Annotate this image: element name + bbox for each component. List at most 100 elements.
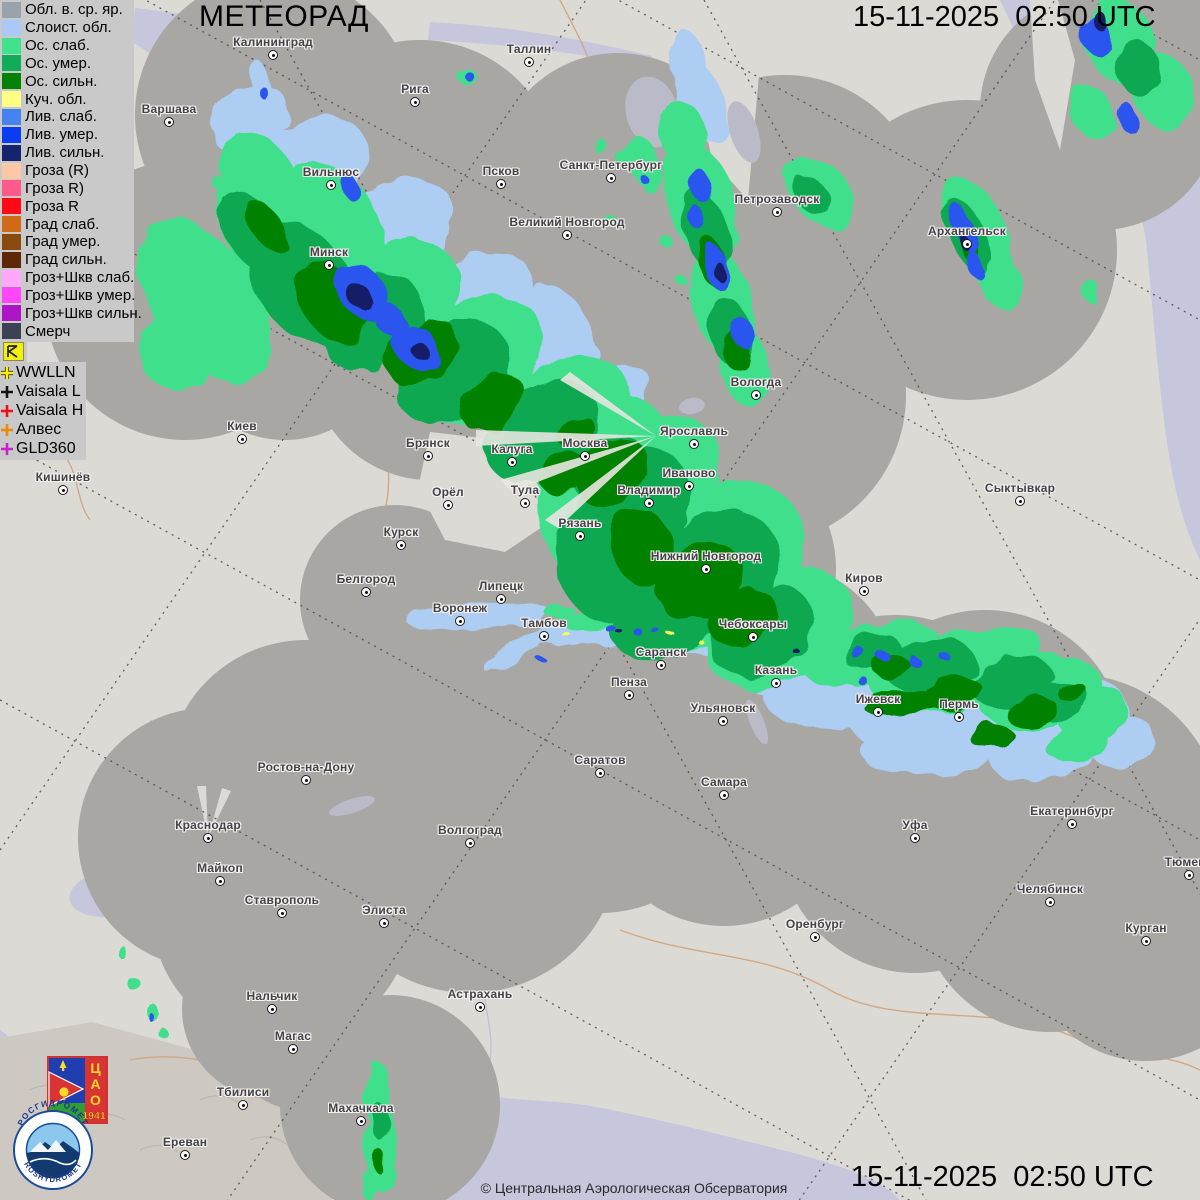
lightning-source-label: GLD360 — [16, 439, 76, 457]
city-marker — [962, 239, 972, 249]
lightning-source-label: WWLLN — [16, 364, 76, 382]
lightning-cross-icon — [1, 404, 13, 417]
lightning-cross-icon — [1, 423, 13, 436]
city-label: Калининград — [233, 35, 313, 49]
city-label: Чебоксары — [718, 617, 788, 631]
city-label: Пенза — [610, 675, 648, 689]
city-label: Иваново — [662, 466, 716, 480]
legend-swatch — [2, 305, 21, 322]
legend-item: Ос. сильн. — [0, 72, 134, 90]
city-label: Владимир — [617, 483, 681, 497]
lightning-cross-icon — [1, 442, 13, 455]
city-marker — [301, 775, 311, 785]
legend-item: Куч. обл. — [0, 90, 134, 108]
city-marker — [520, 498, 530, 508]
city-label: Рязань — [558, 516, 602, 530]
city-marker — [238, 1100, 248, 1110]
city-label: Таллин — [506, 42, 552, 56]
city-label: Вильнюс — [302, 165, 360, 179]
legend-swatch — [2, 233, 21, 250]
city-marker — [689, 439, 699, 449]
legend-label: Ос. слаб. — [25, 37, 90, 55]
city-marker — [575, 531, 585, 541]
city-label: Магас — [274, 1029, 312, 1043]
city-label: Брянск — [406, 436, 450, 450]
city-marker — [379, 918, 389, 928]
timestamp-top: 15-11-2025 02:50 UTC — [853, 1, 1156, 33]
legend-item: Гроз+Шкв сильн. — [0, 304, 142, 322]
city-label: Тамбов — [521, 616, 567, 630]
city-marker — [443, 500, 453, 510]
city-label: Воронеж — [432, 601, 488, 615]
city-marker — [326, 180, 336, 190]
roshydromet-roundel: РОСГИДРОМЕТ ROSHYDROMET — [13, 1099, 93, 1190]
lightning-source-item: Vaisala H — [0, 402, 86, 421]
city-label: Элиста — [362, 903, 406, 917]
tornado-symbol-icon — [3, 342, 24, 361]
svg-text:А: А — [90, 1076, 100, 1092]
city-label: Курган — [1125, 921, 1167, 935]
city-marker — [496, 179, 506, 189]
legend-swatch — [2, 37, 21, 54]
city-label: Ульяновск — [690, 701, 756, 715]
legend-label: Гроз+Шкв слаб. — [25, 269, 135, 287]
city-marker — [954, 712, 964, 722]
city-marker — [718, 716, 728, 726]
city-label: Белгород — [336, 572, 396, 586]
city-label: Ижевск — [855, 692, 901, 706]
legend-item: Гроз+Шкв умер. — [0, 287, 135, 305]
legend-label: Ос. умер. — [25, 54, 91, 72]
legend-item: Ос. слаб. — [0, 37, 134, 55]
legend-label: Лив. умер. — [25, 126, 99, 144]
city-marker — [1015, 496, 1025, 506]
city-marker — [361, 587, 371, 597]
city-marker — [719, 790, 729, 800]
tornado-legend-item — [0, 341, 27, 362]
city-marker — [751, 390, 761, 400]
city-label: Курск — [383, 525, 419, 539]
lightning-source-label: Алвес — [16, 420, 62, 438]
city-marker — [595, 768, 605, 778]
city-marker — [606, 173, 616, 183]
city-marker — [455, 616, 465, 626]
legend-item: Град сильн. — [0, 251, 134, 269]
legend-label: Лив. слаб. — [25, 108, 97, 126]
city-label: Тула — [510, 483, 540, 497]
lightning-source-item: Vaisala L — [0, 383, 86, 402]
legend-label: Гроза (R) — [25, 162, 90, 180]
city-label: Пермь — [939, 697, 979, 711]
city-marker — [644, 498, 654, 508]
legend-item: Лив. умер. — [0, 126, 134, 144]
city-marker — [624, 690, 634, 700]
legend-swatch — [2, 19, 21, 36]
legend-swatch — [2, 251, 21, 268]
city-marker — [465, 838, 475, 848]
city-marker — [356, 1116, 366, 1126]
lightning-legend-panel: WWLLN Vaisala L Vaisala H Алвес GLD360 — [0, 362, 86, 460]
legend-swatch — [2, 162, 21, 179]
legend-label: Слоист. обл. — [25, 19, 112, 37]
legend-swatch — [2, 180, 21, 197]
legend-item: Смерч — [0, 322, 134, 340]
city-label: Ростов-на-Дону — [257, 760, 355, 774]
legend-panel: Обл. в. ср. яр. Слоист. обл. Ос. слаб. Ос. … — [0, 0, 142, 343]
legend-item: Обл. в. ср. яр. — [0, 1, 134, 19]
legend-swatch — [2, 55, 21, 72]
city-marker — [910, 833, 920, 843]
city-marker — [410, 97, 420, 107]
lightning-source-item: WWLLN — [0, 364, 86, 383]
city-label: Краснодар — [175, 818, 241, 832]
city-label: Астрахань — [447, 987, 513, 1001]
city-label: Казань — [754, 663, 798, 677]
logo-block: Ц А О 1941 РОСГИДРОМЕТ ROSHYDROMET — [0, 1050, 140, 1200]
city-marker — [1184, 870, 1194, 880]
city-label: Челябинск — [1016, 882, 1084, 896]
legend-label: Град умер. — [25, 233, 101, 251]
city-marker — [873, 707, 883, 717]
lightning-source-label: Vaisala L — [16, 383, 81, 401]
svg-text:Ц: Ц — [90, 1060, 101, 1076]
city-label: Саратов — [574, 753, 626, 767]
city-label: Псков — [482, 164, 520, 178]
cao-roshydromet-logo: Ц А О 1941 РОСГИДРОМЕТ ROSHYDROMET — [13, 1056, 108, 1190]
